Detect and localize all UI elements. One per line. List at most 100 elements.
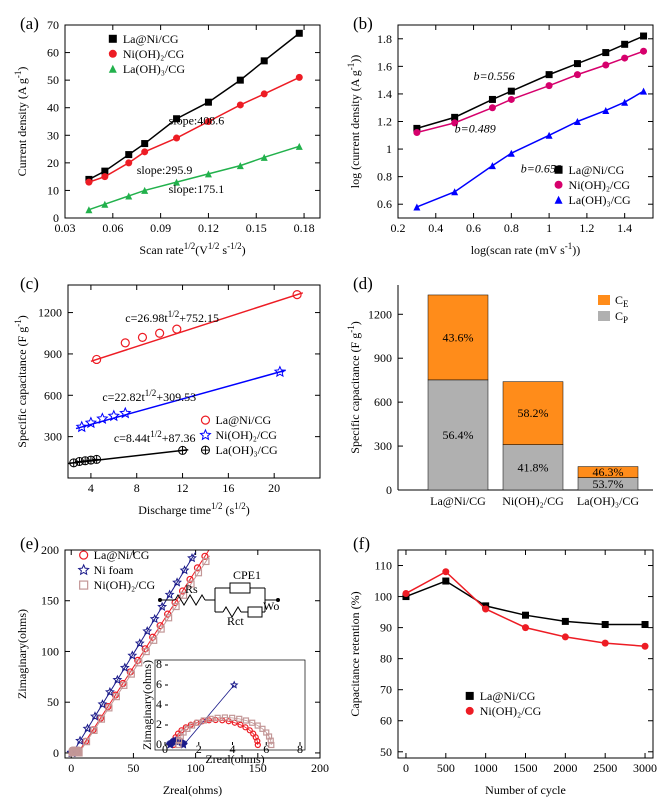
- svg-text:1.8: 1.8: [377, 32, 392, 46]
- svg-text:slope:408.6: slope:408.6: [169, 113, 225, 127]
- svg-text:c=22.82t1/2+309.53: c=22.82t1/2+309.53: [102, 388, 196, 404]
- svg-text:1000: 1000: [474, 761, 498, 775]
- svg-text:0.12: 0.12: [198, 221, 219, 235]
- svg-text:300: 300: [374, 439, 392, 453]
- svg-text:56.4%: 56.4%: [443, 428, 474, 442]
- svg-text:0.6: 0.6: [377, 197, 392, 211]
- svg-text:8: 8: [134, 481, 140, 495]
- label-e: (e): [20, 534, 39, 554]
- svg-text:1.6: 1.6: [377, 59, 392, 73]
- svg-text:Specific capacitance (F g-1): Specific capacitance (F g-1): [13, 315, 29, 447]
- svg-text:slope:295.9: slope:295.9: [137, 163, 193, 177]
- svg-text:2: 2: [196, 742, 202, 756]
- svg-text:8: 8: [297, 742, 303, 756]
- svg-text:Scan rate1/2(V1/2 s-1/2): Scan rate1/2(V1/2 s-1/2): [139, 241, 245, 257]
- svg-text:300: 300: [44, 430, 62, 444]
- svg-text:1: 1: [386, 142, 392, 156]
- svg-text:1: 1: [546, 221, 552, 235]
- svg-text:40: 40: [47, 101, 59, 115]
- svg-text:0: 0: [53, 746, 59, 760]
- svg-text:150: 150: [41, 594, 59, 608]
- svg-text:Number of cycle: Number of cycle: [485, 783, 566, 797]
- svg-text:0: 0: [68, 761, 74, 775]
- svg-text:20: 20: [268, 481, 280, 495]
- svg-text:2000: 2000: [553, 761, 577, 775]
- svg-text:Rct: Rct: [227, 614, 244, 628]
- svg-text:Capacitance retention (%): Capacitance retention (%): [348, 591, 362, 716]
- panel-c: (c)481216203006009001200Discharge time1/…: [10, 270, 338, 520]
- svg-text:43.6%: 43.6%: [443, 330, 474, 344]
- svg-text:Zreal(ohms): Zreal(ohms): [163, 783, 222, 797]
- svg-text:Rs: Rs: [185, 582, 198, 596]
- svg-text:Specific capacitance (F g-1): Specific capacitance (F g-1): [346, 321, 362, 453]
- svg-text:La(OH)₃/CG: La(OH)₃/CG: [577, 494, 640, 508]
- svg-text:50: 50: [380, 745, 392, 759]
- svg-text:2500: 2500: [593, 761, 617, 775]
- svg-text:0.06: 0.06: [102, 221, 123, 235]
- svg-text:12: 12: [177, 481, 189, 495]
- svg-text:log (current density (A g-1)): log (current density (A g-1)): [346, 55, 362, 188]
- svg-text:100: 100: [187, 761, 205, 775]
- svg-text:La(OH)₃/CG: La(OH)₃/CG: [569, 193, 632, 207]
- svg-text:La(OH)₃/CG: La(OH)₃/CG: [123, 62, 186, 76]
- svg-text:0: 0: [53, 211, 59, 225]
- svg-text:c=8.44t1/2+87.36: c=8.44t1/2+87.36: [114, 429, 196, 445]
- svg-text:b=0.556: b=0.556: [474, 69, 515, 83]
- svg-text:600: 600: [374, 395, 392, 409]
- svg-text:1200: 1200: [368, 307, 392, 321]
- svg-text:0.15: 0.15: [246, 221, 267, 235]
- svg-text:600: 600: [44, 388, 62, 402]
- svg-text:Ni(OH)₂/CG: Ni(OH)₂/CG: [94, 578, 156, 592]
- svg-text:30: 30: [47, 128, 59, 142]
- svg-text:Zimaginary(ohms): Zimaginary(ohms): [15, 609, 29, 699]
- svg-text:1.2: 1.2: [377, 115, 392, 129]
- svg-text:90: 90: [380, 621, 392, 635]
- label-a: (a): [20, 14, 39, 34]
- svg-text:58.2%: 58.2%: [518, 406, 549, 420]
- svg-text:1.4: 1.4: [617, 221, 632, 235]
- panel-d: (d)03006009001200Specific capacitance (F…: [343, 270, 661, 520]
- panel-e: (e)050100150200050100150200Zreal(ohms)Zi…: [10, 530, 338, 800]
- svg-text:50: 50: [47, 695, 59, 709]
- panel-b: (b)0.20.40.60.811.21.40.60.811.21.41.61.…: [343, 10, 661, 260]
- svg-text:La@Ni/CG: La@Ni/CG: [480, 689, 536, 703]
- svg-text:0.18: 0.18: [294, 221, 315, 235]
- svg-text:b=0.489: b=0.489: [455, 122, 496, 136]
- svg-text:Discharge time1/2 (s1/2): Discharge time1/2 (s1/2): [138, 501, 249, 517]
- svg-text:50: 50: [127, 761, 139, 775]
- svg-text:La@Ni/CG: La@Ni/CG: [430, 494, 486, 508]
- svg-text:200: 200: [311, 761, 329, 775]
- svg-text:0.8: 0.8: [504, 221, 519, 235]
- svg-text:8: 8: [156, 657, 162, 671]
- svg-text:1500: 1500: [514, 761, 538, 775]
- svg-text:1.4: 1.4: [377, 87, 392, 101]
- panel-f: (f)0500100015002000250030005060708090100…: [343, 530, 661, 800]
- svg-text:100: 100: [374, 590, 392, 604]
- svg-text:La(OH)₃/CG: La(OH)₃/CG: [215, 443, 278, 457]
- svg-text:c=26.98t1/2+752.15: c=26.98t1/2+752.15: [125, 309, 219, 325]
- svg-text:Ni foam: Ni foam: [94, 563, 134, 577]
- svg-text:100: 100: [41, 644, 59, 658]
- svg-text:4: 4: [156, 697, 162, 711]
- svg-text:log(scan rate (mV s-1)): log(scan rate (mV s-1)): [471, 241, 581, 257]
- label-b: (b): [353, 14, 373, 34]
- svg-text:La@Ni/CG: La@Ni/CG: [569, 163, 625, 177]
- svg-text:0.8: 0.8: [377, 170, 392, 184]
- svg-text:50: 50: [47, 73, 59, 87]
- svg-text:6: 6: [156, 677, 162, 691]
- svg-text:Ni(OH)₂/CG: Ni(OH)₂/CG: [480, 704, 542, 718]
- svg-text:Ni(OH)₂/CG: Ni(OH)₂/CG: [569, 178, 631, 192]
- svg-text:0: 0: [156, 737, 162, 751]
- svg-text:slope:175.1: slope:175.1: [169, 182, 225, 196]
- svg-text:CP: CP: [615, 309, 628, 325]
- svg-text:70: 70: [380, 683, 392, 697]
- svg-text:60: 60: [380, 714, 392, 728]
- svg-text:900: 900: [374, 351, 392, 365]
- svg-text:Ni(OH)₂/CG: Ni(OH)₂/CG: [215, 428, 277, 442]
- svg-text:Ni(OH)₂/CG: Ni(OH)₂/CG: [502, 494, 564, 508]
- svg-text:0.6: 0.6: [466, 221, 481, 235]
- svg-text:1.2: 1.2: [579, 221, 594, 235]
- svg-text:900: 900: [44, 347, 62, 361]
- svg-text:0: 0: [386, 483, 392, 497]
- svg-text:2: 2: [156, 717, 162, 731]
